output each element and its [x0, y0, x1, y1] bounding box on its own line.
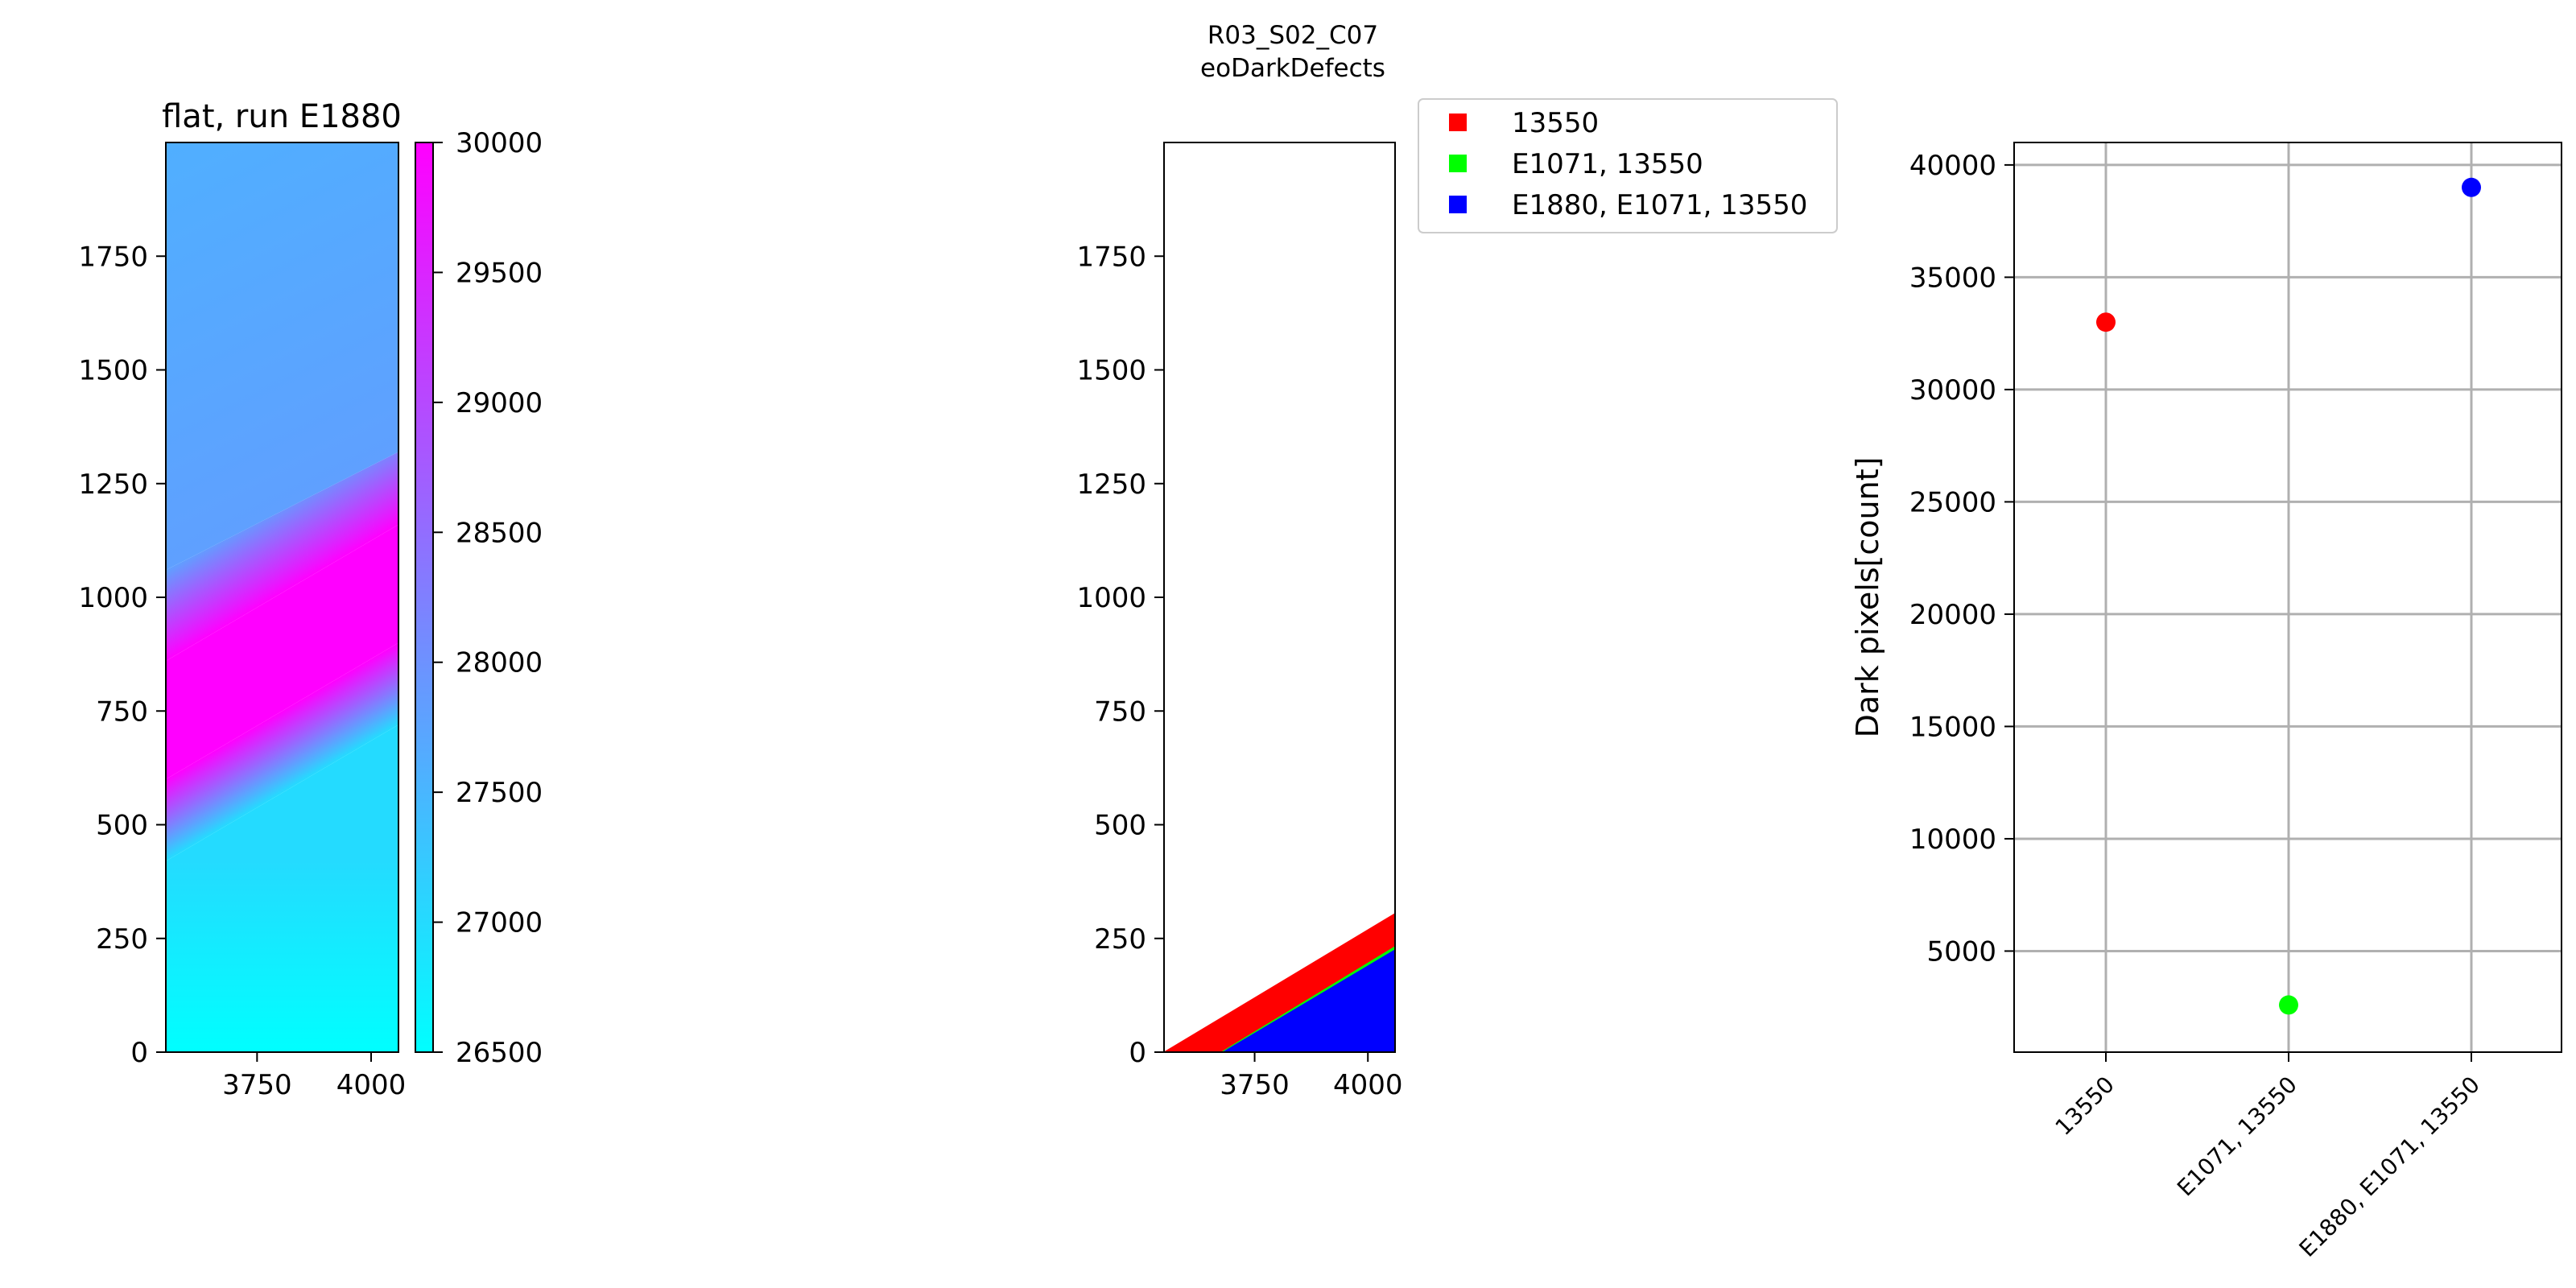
- colorbar-tick-label: 26500: [456, 1037, 543, 1069]
- x-tick-label: 3750: [1220, 1069, 1290, 1101]
- x-tick-label: E1071, 13550: [2172, 1071, 2302, 1202]
- heatmap-band: [166, 142, 398, 571]
- colorbar-tick-label: 28000: [456, 647, 543, 679]
- legend-label: E1071, 13550: [1512, 148, 1703, 180]
- y-tick-label: 0: [1129, 1037, 1146, 1069]
- heatmap-band: [166, 524, 398, 779]
- mask-panel: 0 250 500 750 1000 1250 1500 1750 3750 4000: [1076, 142, 1403, 1101]
- x-tick-label: 4000: [336, 1069, 407, 1101]
- colorbar-tick-label: 28500: [456, 517, 543, 549]
- y-tick-label: 250: [1094, 923, 1146, 956]
- heatmap-band: [166, 452, 398, 662]
- y-tick-label: 750: [1094, 696, 1146, 728]
- mask-axes: 0 250 500 750 1000 1250 1500 1750 3750 4000: [1076, 241, 1402, 1101]
- heatmap-band: [166, 642, 398, 861]
- scatter-ylabel: Dark pixels[count]: [1850, 457, 1885, 738]
- colorbar-gradient: [415, 142, 434, 1053]
- colorbar-tick-label: 29500: [456, 257, 543, 289]
- scatter-points: [2096, 177, 2481, 1015]
- mask-region: [1222, 949, 1395, 1052]
- y-tick-label: 35000: [1909, 262, 1996, 294]
- legend-swatch: [1449, 196, 1467, 213]
- y-tick-label: 1250: [1076, 469, 1146, 501]
- heatmap-title: flat, run E1880: [162, 98, 402, 135]
- figure-title-line1: R03_S02_C07: [1208, 21, 1378, 50]
- y-tick-label: 500: [96, 810, 148, 842]
- colorbar-tick-label: 29000: [456, 387, 543, 419]
- heatmap-axes: 0 250 500 750 1000 1250 1500 1750 3750 4000: [78, 241, 406, 1101]
- legend-label: 13550: [1512, 107, 1599, 139]
- heatmap-image: [166, 142, 398, 1052]
- colorbar-tick-label: 27500: [456, 777, 543, 809]
- legend-swatch: [1449, 155, 1467, 172]
- y-tick-label: 1750: [1076, 241, 1146, 273]
- x-tick-label: E1880, E1071, 13550: [2294, 1071, 2485, 1262]
- figure-title-line2: eoDarkDefects: [1200, 54, 1385, 83]
- heatmap-panel: flat, run E1880 0 250 500 750 1000 1250 1500 17…: [78, 98, 406, 1101]
- scatter-grid: [2014, 142, 2562, 1052]
- y-tick-label: 40000: [1909, 150, 1996, 182]
- y-tick-label: 1250: [78, 469, 148, 501]
- y-tick-label: 1000: [78, 582, 148, 614]
- scatter-axes: 5000 10000 15000 20000 25000 30000 35000 40000 1…: [1909, 150, 2485, 1262]
- x-tick-label: 13550: [2050, 1071, 2120, 1141]
- colorbar-ticks: 26500 27000 27500 28000 28500 29000 29500 30000: [433, 127, 543, 1069]
- mask-frame: [1163, 142, 1396, 1053]
- legend-label: E1880, E1071, 13550: [1512, 189, 1807, 221]
- y-tick-label: 15000: [1909, 711, 1996, 743]
- y-tick-label: 20000: [1909, 599, 1996, 631]
- y-tick-label: 30000: [1909, 374, 1996, 407]
- legend-items: 13550 E1071, 13550 E1880, E1071, 13550: [1449, 107, 1807, 221]
- y-tick-label: 250: [96, 923, 148, 956]
- legend-frame: [1418, 98, 1838, 233]
- colorbar: 26500 27000 27500 28000 28500 29000 29500 30000: [415, 127, 543, 1069]
- colorbar-tick-label: 27000: [456, 907, 543, 939]
- scatter-point: [2279, 995, 2298, 1015]
- scatter-point: [2096, 312, 2116, 332]
- legend: 13550 E1071, 13550 E1880, E1071, 13550: [1418, 98, 1838, 233]
- x-tick-label: 3750: [222, 1069, 292, 1101]
- y-tick-label: 500: [1094, 810, 1146, 842]
- heatmap-band: [166, 724, 398, 1052]
- y-tick-label: 1000: [1076, 582, 1146, 614]
- y-tick-label: 25000: [1909, 486, 1996, 518]
- y-tick-label: 10000: [1909, 824, 1996, 856]
- mask-image: [1164, 913, 1395, 1052]
- y-tick-label: 1500: [1076, 355, 1146, 387]
- legend-swatch: [1449, 114, 1467, 131]
- y-tick-label: 1750: [78, 241, 148, 273]
- scatter-point: [2462, 177, 2481, 197]
- x-tick-label: 4000: [1333, 1069, 1403, 1101]
- scatter-panel: 5000 10000 15000 20000 25000 30000 35000 40000 1…: [1850, 142, 2562, 1262]
- y-tick-label: 0: [130, 1037, 148, 1069]
- y-tick-label: 5000: [1926, 935, 1996, 968]
- colorbar-tick-label: 30000: [456, 127, 543, 159]
- y-tick-label: 750: [96, 696, 148, 728]
- y-tick-label: 1500: [78, 355, 148, 387]
